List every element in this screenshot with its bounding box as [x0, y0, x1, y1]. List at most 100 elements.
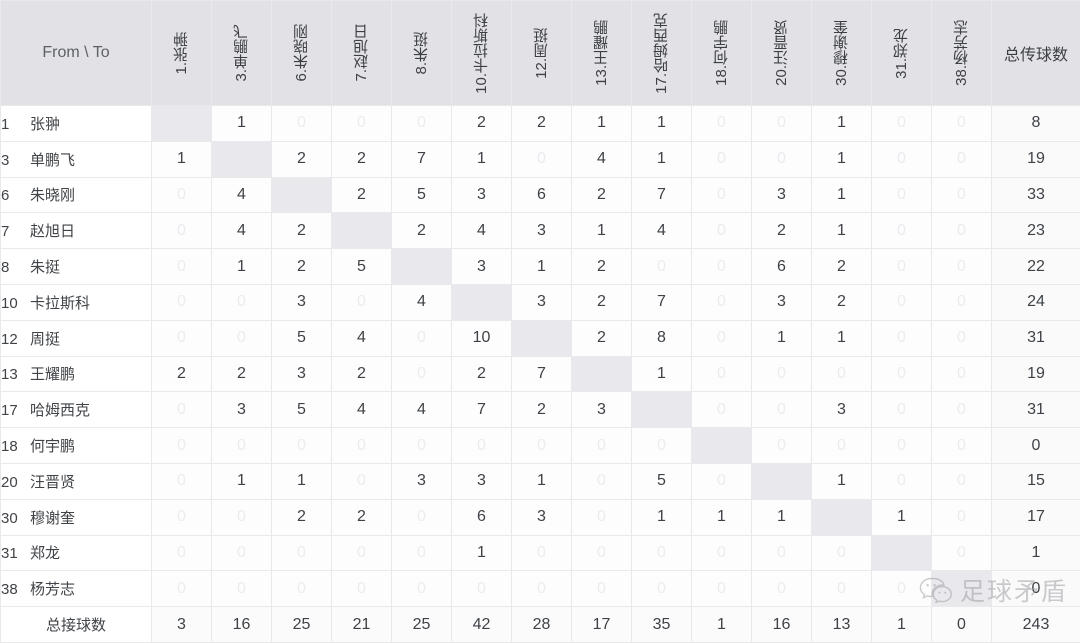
- matrix-cell: 6: [512, 177, 572, 213]
- matrix-cell: 0: [812, 535, 872, 571]
- matrix-cell: 0: [152, 320, 212, 356]
- matrix-cell: 0: [212, 499, 272, 535]
- matrix-cell: 1: [152, 141, 212, 177]
- matrix-cell: 3: [572, 392, 632, 428]
- matrix-cell: 0: [572, 535, 632, 571]
- column-header-11: 20.汪晋贤: [752, 1, 812, 106]
- column-total-cell: 42: [452, 607, 512, 643]
- row-player-name: 周挺: [30, 331, 60, 348]
- matrix-cell: 0: [932, 249, 992, 285]
- matrix-cell: 0: [272, 106, 332, 142]
- matrix-cell-diagonal: [152, 106, 212, 142]
- row-player-name: 赵旭日: [30, 223, 75, 240]
- grand-total-cell: 243: [992, 607, 1080, 643]
- column-header-label: 6.朱晓刚: [294, 24, 309, 82]
- row-total-cell: 24: [992, 284, 1080, 320]
- row-player-name: 哈姆西克: [30, 402, 90, 419]
- row-total-cell: 1: [992, 535, 1080, 571]
- matrix-cell: 2: [332, 356, 392, 392]
- corner-header-cell: From \ To: [1, 1, 152, 106]
- column-total-cell: 3: [152, 607, 212, 643]
- matrix-cell: 0: [392, 356, 452, 392]
- matrix-cell: 0: [932, 392, 992, 428]
- column-total-cell: 17: [572, 607, 632, 643]
- matrix-cell: 0: [332, 284, 392, 320]
- matrix-cell: 0: [692, 141, 752, 177]
- matrix-cell: 1: [272, 463, 332, 499]
- matrix-cell: 1: [572, 106, 632, 142]
- row-player-name: 朱挺: [30, 259, 60, 276]
- matrix-cell: 2: [572, 284, 632, 320]
- matrix-cell: 0: [932, 141, 992, 177]
- matrix-cell: 0: [152, 571, 212, 607]
- row-player-name: 穆谢奎: [30, 510, 75, 527]
- matrix-cell: 0: [512, 535, 572, 571]
- matrix-cell: 0: [932, 356, 992, 392]
- matrix-cell: 0: [692, 535, 752, 571]
- matrix-cell: 0: [512, 428, 572, 464]
- matrix-cell: 1: [632, 106, 692, 142]
- matrix-cell-diagonal: [392, 249, 452, 285]
- row-player-name: 杨芳志: [30, 581, 75, 598]
- matrix-cell: 5: [272, 320, 332, 356]
- matrix-cell: 0: [572, 571, 632, 607]
- total-row-header: 总接球数: [1, 607, 152, 643]
- row-player-number: 10: [1, 295, 21, 312]
- row-player-number: 17: [1, 402, 21, 419]
- matrix-cell: 0: [752, 356, 812, 392]
- column-header-13: 31.郑龙: [872, 1, 932, 106]
- matrix-cell: 0: [512, 571, 572, 607]
- matrix-cell: 0: [392, 428, 452, 464]
- row-player-name: 郑龙: [30, 545, 60, 562]
- matrix-cell: 3: [452, 177, 512, 213]
- matrix-cell: 0: [752, 428, 812, 464]
- column-total-cell: 16: [212, 607, 272, 643]
- matrix-cell: 0: [752, 571, 812, 607]
- row-player-name: 何宇鹏: [30, 438, 75, 455]
- matrix-cell: 0: [632, 535, 692, 571]
- matrix-cell: 0: [212, 428, 272, 464]
- matrix-cell: 1: [632, 356, 692, 392]
- row-player-number: 20: [1, 474, 21, 491]
- matrix-cell: 0: [392, 320, 452, 356]
- matrix-cell: 3: [272, 284, 332, 320]
- row-total-cell: 19: [992, 356, 1080, 392]
- row-total-cell: 0: [992, 571, 1080, 607]
- column-header-label: 30.穆谢奎: [834, 20, 849, 86]
- row-player-number: 7: [1, 223, 21, 240]
- matrix-cell: 0: [692, 463, 752, 499]
- matrix-cell: 0: [212, 320, 272, 356]
- column-header-label: 20.汪晋贤: [774, 20, 789, 86]
- matrix-cell: 0: [332, 571, 392, 607]
- matrix-cell: 8: [632, 320, 692, 356]
- row-total-cell: 23: [992, 213, 1080, 249]
- matrix-cell: 0: [332, 428, 392, 464]
- column-header-4: 7.赵旭日: [332, 1, 392, 106]
- matrix-cell: 0: [332, 106, 392, 142]
- matrix-cell: 1: [812, 106, 872, 142]
- matrix-cell: 0: [152, 284, 212, 320]
- matrix-cell: 1: [212, 106, 272, 142]
- column-header-2: 3.单鹏飞: [212, 1, 272, 106]
- matrix-cell: 0: [152, 535, 212, 571]
- matrix-cell: 0: [872, 428, 932, 464]
- matrix-cell: 2: [452, 106, 512, 142]
- column-header-7: 12.周挺: [512, 1, 572, 106]
- matrix-cell: 1: [452, 535, 512, 571]
- matrix-cell: 1: [812, 177, 872, 213]
- column-total-cell: 1: [692, 607, 752, 643]
- matrix-cell-diagonal: [752, 463, 812, 499]
- matrix-cell: 1: [632, 141, 692, 177]
- row-header-cell: 7 赵旭日: [1, 213, 152, 249]
- matrix-cell: 1: [812, 141, 872, 177]
- row-player-number: 30: [1, 510, 21, 527]
- matrix-cell: 1: [812, 320, 872, 356]
